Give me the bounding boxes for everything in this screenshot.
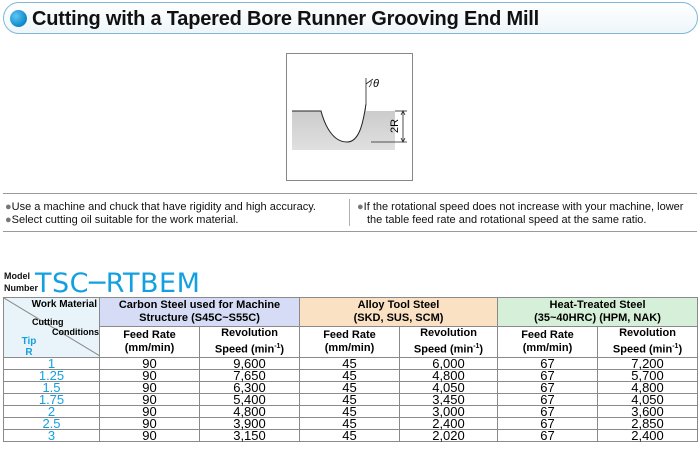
table-body: 1 90 9,600 45 6,000 67 7,200 1.25 90 7,650 45 4,800… <box>3 356 699 442</box>
table-row: 1.5 90 6,300 45 4,050 67 4,800 <box>3 380 699 394</box>
tip-r-cell: 2 <box>3 404 100 418</box>
carbon-revolution-cell: 3,900 <box>199 416 300 430</box>
heat-revolution-cell: 7,200 <box>596 356 699 370</box>
alloy-revolution-cell: 4,050 <box>399 380 498 394</box>
material-header-row: Work Material Cutting Conditions Tip R C… <box>3 297 699 358</box>
material-line2: (35~40HRC) (HPM, NAK) <box>534 312 661 324</box>
alloy-feed-rate-cell: 45 <box>299 428 400 442</box>
feed-rate-unit: (mm/min) <box>522 341 573 354</box>
conditions-label: Conditions <box>52 327 99 337</box>
corner-diagonal <box>4 298 100 356</box>
carbon-revolution-cell: 4,800 <box>199 404 300 418</box>
table-row: 3 90 3,150 45 2,020 67 2,400 <box>3 428 699 442</box>
table-row: 1.25 90 7,650 45 4,800 67 5,700 <box>3 368 699 382</box>
revolution-speed-header: Revolution Speed (min-1) <box>199 326 300 358</box>
carbon-feed-rate-cell: 90 <box>99 416 200 430</box>
tip-r-cell: 3 <box>3 428 100 442</box>
cutting-conditions-table: Work Material Cutting Conditions Tip R C… <box>3 297 699 442</box>
tip-r-cell: 1.5 <box>3 380 100 394</box>
revolution-label: Revolution <box>221 327 278 339</box>
revolution-unit-close: ) <box>479 343 484 356</box>
revolution-unit-exponent: -1 <box>672 343 679 350</box>
feed-rate-header: Feed Rate (mm/min) <box>497 326 598 358</box>
tip-r-cell: 2.5 <box>3 416 100 430</box>
angle-label: θ <box>373 78 379 90</box>
model-number: TSC─RTBEM <box>35 268 201 299</box>
feed-rate-label: Feed Rate <box>323 328 376 341</box>
title-bullet-icon <box>10 10 27 27</box>
revolution-label: Revolution <box>619 327 676 339</box>
note-text: Use a machine and chuck that have rigidi… <box>11 201 316 213</box>
heat-feed-rate-cell: 67 <box>497 392 598 406</box>
section-title-bar: Cutting with a Tapered Bore Runner Groov… <box>3 2 698 34</box>
revolution-unit-close: ) <box>280 343 285 356</box>
revolution-speed-header: Revolution Speed (min-1) <box>596 326 699 358</box>
carbon-revolution-cell: 3,150 <box>199 428 300 442</box>
heat-revolution-cell: 2,400 <box>596 428 699 442</box>
table-row: 1.75 90 5,400 45 3,450 67 4,050 <box>3 392 699 406</box>
table-corner-header: Work Material Cutting Conditions Tip R <box>3 297 100 358</box>
alloy-revolution-cell: 3,450 <box>399 392 498 406</box>
feed-rate-header: Feed Rate (mm/min) <box>99 326 200 358</box>
r-label: R <box>25 347 33 358</box>
material-line1: Alloy Tool Steel <box>357 299 440 311</box>
tip-r-cell: 1.75 <box>3 392 100 406</box>
heat-revolution-cell: 4,050 <box>596 392 699 406</box>
material-header-carbon-steel: Carbon Steel used for Machine Structure … <box>99 297 300 327</box>
heat-feed-rate-cell: 67 <box>497 380 598 394</box>
revolution-unit: Speed (min <box>612 343 673 356</box>
revolution-label: Revolution <box>420 327 477 339</box>
carbon-revolution-cell: 6,300 <box>199 380 300 394</box>
note-bullet: ● <box>5 201 12 213</box>
note-text: If the rotational speed does not increas… <box>363 201 684 213</box>
heat-revolution-cell: 5,700 <box>596 368 699 382</box>
model-number-label: Model Number <box>4 270 38 294</box>
tip-label: Tip <box>21 336 37 347</box>
revolution-unit: Speed (min <box>413 343 474 356</box>
carbon-feed-rate-cell: 90 <box>99 428 200 442</box>
heat-feed-rate-cell: 67 <box>497 428 598 442</box>
feed-rate-unit: (mm/min) <box>324 341 375 354</box>
feed-rate-unit: (mm/min) <box>124 341 175 354</box>
carbon-revolution-cell: 7,650 <box>199 368 300 382</box>
feed-rate-header: Feed Rate (mm/min) <box>299 326 400 358</box>
note-bullet: ● <box>357 201 364 213</box>
heat-revolution-cell: 2,850 <box>596 416 699 430</box>
material-line2: Structure (S45C~S55C) <box>139 312 260 324</box>
notes-bottom-divider <box>3 231 697 232</box>
table-row: 2.5 90 3,900 45 2,400 67 2,850 <box>3 416 699 430</box>
note-text: Select cutting oil suitable for the work… <box>11 214 239 226</box>
material-line1: Carbon Steel used for Machine <box>118 299 281 311</box>
material-header-alloy-tool-steel: Alloy Tool Steel (SKD, SUS, SCM) <box>299 297 498 327</box>
material-line2: (SKD, SUS, SCM) <box>353 312 444 324</box>
groove-diagram: θ 2R <box>286 53 413 181</box>
note-left-2: ●Select cutting oil suitable for the wor… <box>5 214 238 227</box>
note-left-1: ●Use a machine and chuck that have rigid… <box>5 201 316 214</box>
feed-rate-label: Feed Rate <box>123 328 176 341</box>
revolution-speed-header: Revolution Speed (min-1) <box>399 326 498 358</box>
revolution-unit: Speed (min <box>214 343 275 356</box>
revolution-unit-close: ) <box>678 343 683 356</box>
revolution-unit-exponent: -1 <box>473 343 480 350</box>
heat-revolution-cell: 4,800 <box>596 380 699 394</box>
note-right-2: the table feed rate and rotational speed… <box>367 214 647 226</box>
material-header-heat-treated-steel: Heat-Treated Steel (35~40HRC) (HPM, NAK) <box>496 297 699 327</box>
notes-top-divider <box>3 193 697 194</box>
cutting-label: Cutting <box>32 317 64 327</box>
note-bullet: ● <box>5 214 12 226</box>
note-right-1: ●If the rotational speed does not increa… <box>357 201 683 214</box>
page-title: Cutting with a Tapered Bore Runner Groov… <box>32 8 540 30</box>
work-material-label: Work Material <box>31 299 97 310</box>
revolution-unit-exponent: -1 <box>274 343 281 350</box>
notes-column-divider <box>349 199 350 226</box>
condition-header-row: Feed Rate (mm/min) Revolution Speed (min-1… <box>4 326 699 358</box>
feed-rate-label: Feed Rate <box>521 328 574 341</box>
alloy-revolution-cell: 2,020 <box>399 428 498 442</box>
material-line1: Heat-Treated Steel <box>549 299 646 311</box>
dimension-label: 2R <box>389 118 402 134</box>
groove-diagram-graphic <box>292 78 407 150</box>
model-label-line2: Number <box>4 283 39 293</box>
tip-r-label: Tip R <box>19 336 39 358</box>
model-label-line1: Model <box>4 271 30 281</box>
